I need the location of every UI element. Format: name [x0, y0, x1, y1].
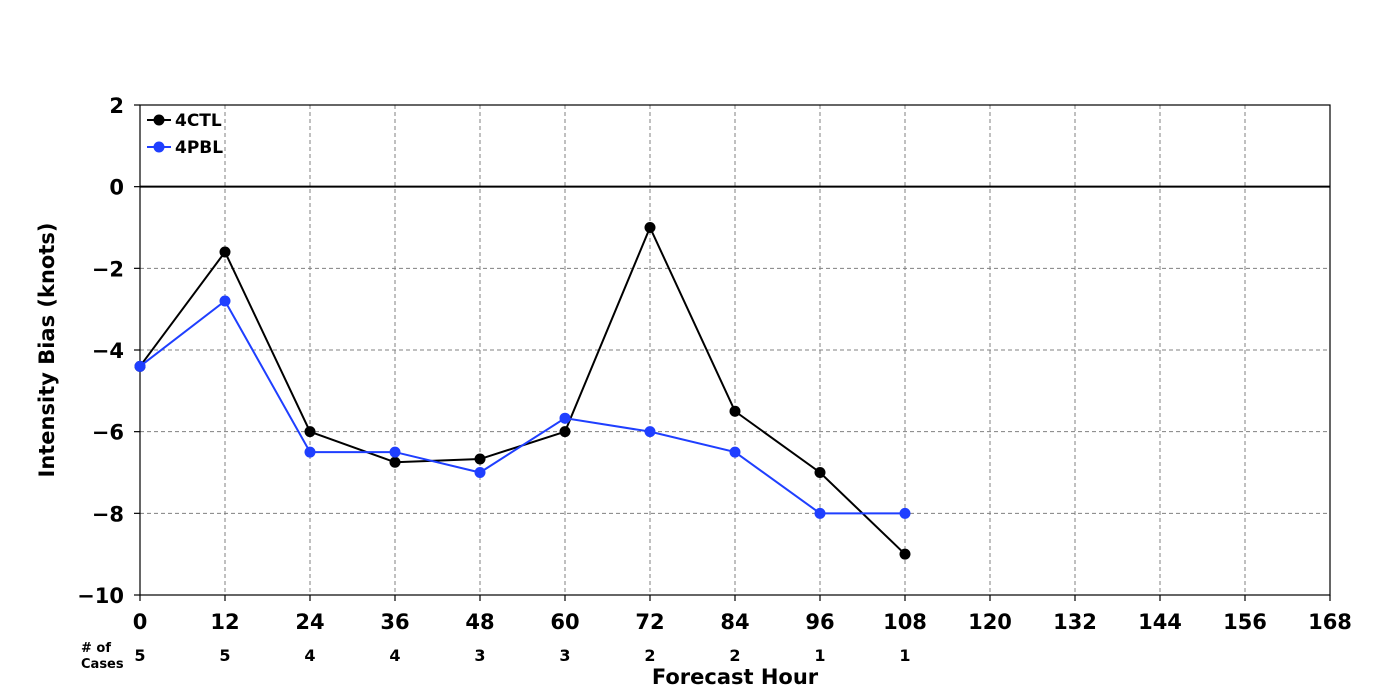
data-point-4pbl	[729, 446, 741, 458]
data-point-4pbl	[304, 446, 316, 458]
series	[134, 222, 911, 560]
series-line-4ctl	[139, 225, 906, 555]
legend-label: 4CTL	[175, 111, 222, 131]
x-tick-label: 72	[635, 610, 664, 634]
case-count: 2	[729, 646, 740, 665]
x-tick-label: 84	[720, 610, 749, 634]
y-tick-label: −10	[77, 584, 124, 608]
x-tick-label: 132	[1053, 610, 1097, 634]
x-tick-label: 36	[380, 610, 409, 634]
legend: 4CTL 4PBL	[147, 111, 223, 158]
case-count: 5	[134, 646, 145, 665]
data-point-4pbl	[134, 360, 146, 372]
x-axis-title: Forecast Hour	[652, 665, 819, 689]
legend-marker	[153, 141, 165, 153]
x-tick-label: 96	[805, 610, 834, 634]
case-count: 3	[559, 646, 570, 665]
axis-ticks: 0 12 24 36 48 60 72 84 96 108 120 132 144 156 168 2 0 −2 −…	[77, 94, 1352, 634]
data-point-4pbl	[644, 426, 656, 438]
case-count: 1	[814, 646, 825, 665]
case-count: 1	[899, 646, 910, 665]
data-point-4pbl	[219, 295, 231, 307]
y-tick-label: −4	[92, 339, 124, 363]
legend-marker	[153, 114, 165, 126]
x-tick-label: 48	[465, 610, 494, 634]
data-point-4ctl	[644, 222, 656, 233]
data-point-4pbl	[389, 446, 401, 458]
y-axis-title: Intensity Bias (knots)	[35, 223, 59, 478]
series-line-4pbl	[139, 299, 905, 515]
cases-label-line1: # of	[81, 641, 111, 656]
data-point-4pbl	[814, 507, 826, 519]
data-point-4ctl	[899, 548, 911, 560]
data-point-4ctl	[559, 426, 571, 438]
y-tick-label: −2	[92, 257, 124, 281]
case-count: 3	[474, 646, 485, 665]
case-count: 4	[389, 646, 400, 665]
data-point-4pbl	[899, 507, 911, 519]
x-tick-label: 24	[295, 610, 324, 634]
data-point-4ctl	[814, 467, 826, 478]
x-tick-label: 60	[550, 610, 579, 634]
case-count: 2	[644, 646, 655, 665]
x-tick-label: 108	[883, 610, 927, 634]
data-point-4ctl	[219, 246, 231, 258]
data-point-4ctl	[304, 426, 316, 438]
x-tick-label: 156	[1223, 610, 1267, 634]
case-count: 4	[304, 646, 315, 665]
data-point-4ctl	[729, 405, 741, 417]
data-point-4pbl	[474, 467, 486, 478]
x-tick-label: 12	[210, 610, 239, 634]
y-tick-label: 0	[109, 176, 124, 200]
data-point-4pbl	[559, 412, 571, 424]
grid	[140, 105, 1330, 595]
y-tick-label: −6	[92, 421, 124, 445]
x-tick-label: 120	[968, 610, 1012, 634]
x-tick-label: 144	[1138, 610, 1182, 634]
x-tick-label: 0	[133, 610, 148, 634]
x-tick-label: 168	[1308, 610, 1352, 634]
data-point-4ctl	[389, 456, 401, 468]
case-count: 5	[219, 646, 230, 665]
legend-label: 4PBL	[175, 138, 223, 158]
y-tick-label: −8	[92, 502, 124, 526]
data-point-4ctl	[474, 453, 486, 465]
y-tick-label: 2	[109, 94, 124, 118]
cases-row: # of Cases 5 5 4 4 3 3 2 2 1 1	[81, 641, 911, 672]
cases-label-line2: Cases	[81, 657, 124, 672]
